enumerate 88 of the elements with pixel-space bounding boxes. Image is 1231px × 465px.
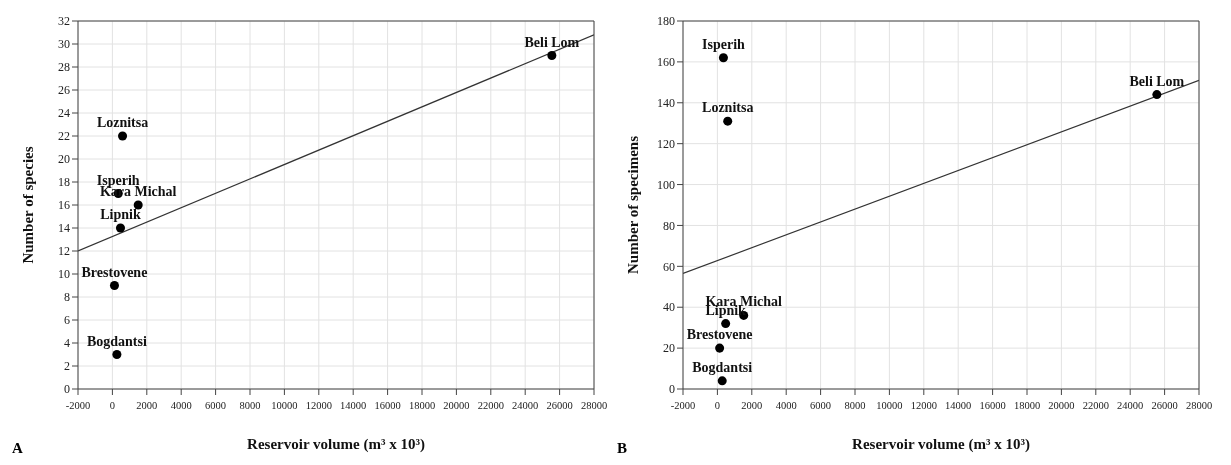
annotation: Brestovene [81,264,148,280]
x-tick-label: 24000 [1117,400,1144,411]
y-tick-label: 26 [58,83,70,98]
x-tick-label: 10000 [876,400,903,411]
x-tick-label: 10000 [271,400,298,411]
annotation: Lipnik [100,207,141,222]
x-tick-label: -2000 [65,400,91,411]
annotation: Bogdantsi [692,359,753,375]
x-tick-label: 28000 [580,400,608,411]
x-tick-label: 16000 [979,400,1006,411]
y-tick-label: 32 [58,14,70,29]
y-tick-label: 12 [58,244,70,259]
x-tick-label: 22000 [1082,400,1109,411]
annotation: Bogdantsi [86,333,147,349]
x-tick-label: 28000 [1185,400,1213,411]
annotation: Isperih [702,36,746,52]
y-tick-label: 6 [64,313,70,328]
x-tick-label: 6000 [810,400,832,411]
x-axis-title: Reservoir volume (m³ x 10³) [247,436,425,453]
point [717,376,727,386]
x-tick-label: -2000 [670,400,696,411]
y-axis-title: Number of specimens [625,135,642,275]
y-tick-label: 160 [657,55,675,70]
annotation: Beli Lom [524,34,580,50]
y-tick-label: 14 [58,221,70,236]
y-tick-label: 4 [64,336,70,351]
point [547,50,557,61]
point [721,319,731,329]
text: A [12,440,23,457]
point [112,349,122,360]
y-tick-label: 100 [657,177,675,192]
y-tick-label: 180 [657,14,675,29]
y-axis-title: Number of species [20,146,37,264]
y-tick-label: 8 [64,290,70,305]
x-tick-label: 6000 [205,400,227,411]
x-tick-label: 4000 [170,400,192,411]
y-tick-label: 28 [58,60,70,75]
point [118,131,128,141]
x-tick-label: 26000 [1151,400,1178,411]
x-tick-label: 18000 [408,400,436,411]
y-tick-label: 140 [657,96,675,111]
x-tick-label: 20000 [1048,400,1075,411]
y-tick-label: 22 [58,129,70,144]
x-axis-title: Reservoir volume (m³ x 10³) [852,436,1030,453]
x-tick-label: 0 [714,400,721,411]
y-tick-label: 20 [58,152,70,167]
y-tick-label: 0 [64,382,70,397]
x-tick-label: 14000 [945,400,972,411]
point [723,116,733,126]
y-tick-label: 24 [58,106,70,121]
point [715,343,725,353]
y-tick-label: 120 [657,136,675,151]
x-tick-label: 20000 [443,400,470,411]
y-tick-label: 2 [64,359,70,374]
point [718,53,728,63]
text: B [617,440,628,457]
annotation: Beli Lom [1129,73,1185,89]
x-tick-label: 2000 [741,400,763,411]
x-tick-label: 8000 [239,400,261,411]
y-tick-label: 60 [663,259,675,274]
y-tick-label: 10 [58,267,70,282]
x-tick-label: 8000 [844,400,866,411]
x-tick-label: 18000 [1013,400,1041,411]
x-tick-label: 0 [109,400,116,411]
y-tick-label: 16 [58,198,70,213]
x-tick-label: 12000 [910,400,937,411]
y-tick-label: 20 [663,341,675,356]
annotation: Isperih [96,172,140,188]
annotation: Loznitsa [96,115,149,130]
x-tick-label: 24000 [512,400,539,411]
y-tick-label: 18 [58,175,70,190]
x-tick-label: 14000 [340,400,367,411]
x-tick-label: 22000 [477,400,504,411]
x-tick-label: 26000 [546,400,573,411]
annotation: Brestovene [686,327,753,343]
point [1152,90,1162,100]
x-tick-label: 4000 [775,400,797,411]
point [133,200,143,210]
point [109,280,119,291]
y-tick-label: 40 [663,300,675,315]
x-tick-label: 12000 [305,400,332,411]
y-tick-label: 80 [663,218,675,233]
point [115,223,125,233]
annotation: Loznitsa [702,100,754,116]
x-tick-label: 2000 [136,400,158,411]
y-tick-label: 30 [58,37,70,52]
y-tick-label: 0 [669,382,675,397]
x-tick-label: 16000 [374,400,401,411]
